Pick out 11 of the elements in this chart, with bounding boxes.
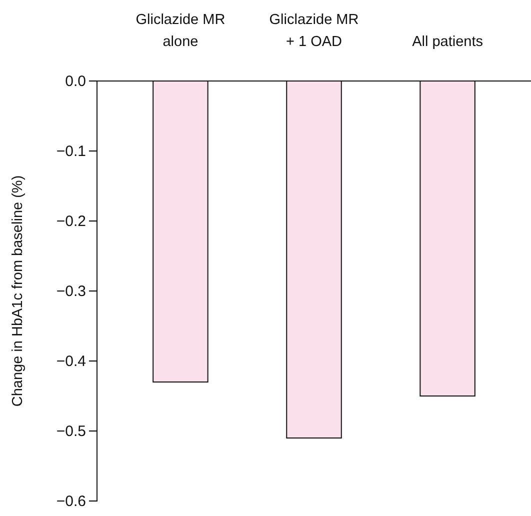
y-tick-label: 0.0 [65, 72, 86, 90]
y-tick-label: −0.5 [56, 422, 86, 440]
y-axis-title: Change in HbA1c from baseline (%) [10, 175, 26, 407]
x-tick-label: Gliclazide MR + 1 OAD [269, 12, 359, 50]
x-tick-label: All patients [412, 34, 484, 50]
y-tick-label: −0.6 [56, 492, 86, 510]
y-tick-label: −0.4 [56, 352, 86, 370]
x-tick-label: Gliclazide MR alone [136, 12, 226, 50]
y-tick-label: −0.1 [56, 142, 86, 160]
y-tick-label: −0.2 [56, 212, 86, 230]
y-tick-label: −0.3 [56, 282, 86, 300]
